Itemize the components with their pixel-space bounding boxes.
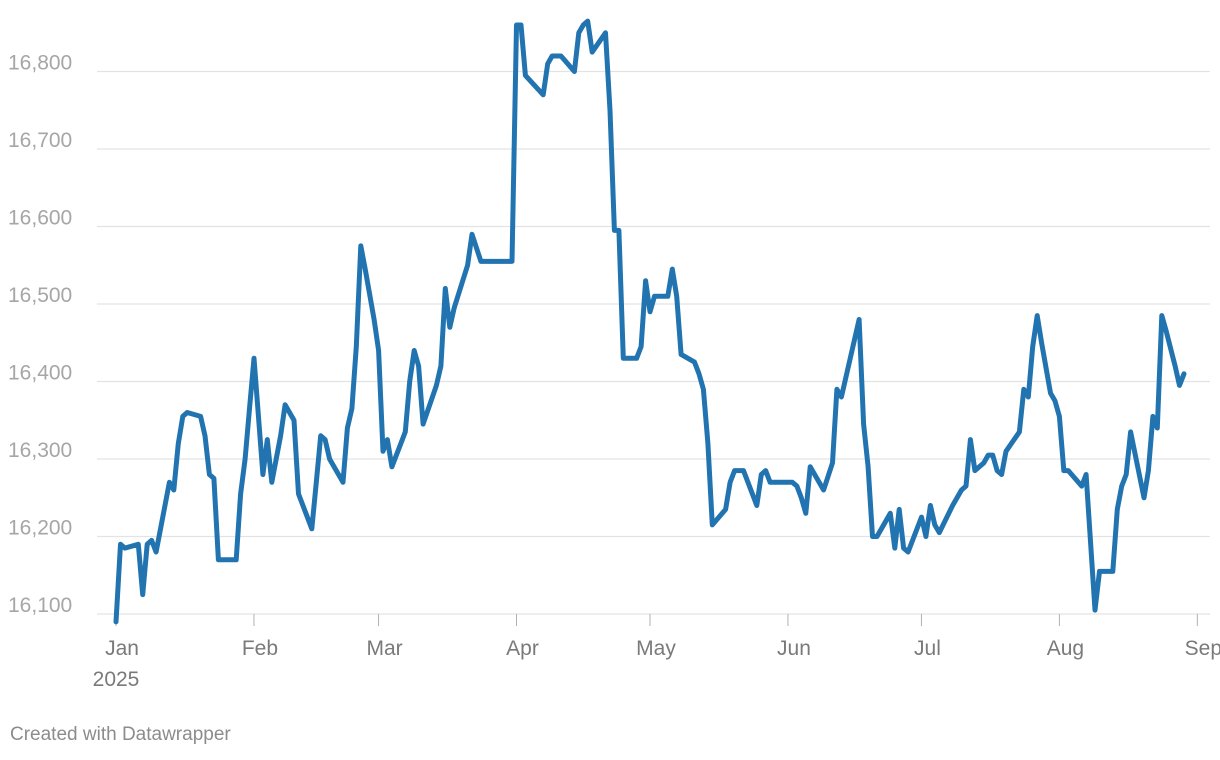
x-axis: Jan 2025 Feb Mar Apr May Jun Jul Aug Sep — [93, 614, 1220, 691]
x-tick-label: Sep — [1185, 637, 1220, 660]
x-tick-label: Aug — [1047, 637, 1084, 660]
y-tick-label: 16,700 — [8, 129, 72, 152]
x-tick-label: Apr — [506, 637, 539, 660]
x-tick-label: Jun — [777, 637, 811, 660]
x-tick-label: Mar — [366, 637, 402, 660]
y-tick-label: 16,600 — [8, 207, 72, 230]
x-tick-sublabel: 2025 — [93, 668, 140, 691]
y-axis: 16,100 16,200 16,300 16,400 16,500 16,600 16,7… — [8, 52, 72, 618]
y-tick-label: 16,300 — [8, 439, 72, 462]
y-tick-label: 16,200 — [8, 517, 72, 540]
series-line — [113, 18, 1187, 625]
x-tick-label: Jan — [105, 637, 139, 660]
y-tick-label: 16,400 — [8, 362, 72, 385]
x-tick-label: Jul — [914, 637, 941, 660]
x-tick-label: May — [636, 637, 676, 660]
x-tick-label: Feb — [242, 637, 278, 660]
chart-canvas: 16,100 16,200 16,300 16,400 16,500 16,600 16,7… — [8, 18, 1220, 691]
y-tick-label: 16,800 — [8, 52, 72, 75]
y-tick-label: 16,100 — [8, 594, 72, 617]
series-group — [113, 18, 1187, 625]
y-tick-label: 16,500 — [8, 284, 72, 307]
datawrapper-credit: Created with Datawrapper — [10, 724, 231, 745]
